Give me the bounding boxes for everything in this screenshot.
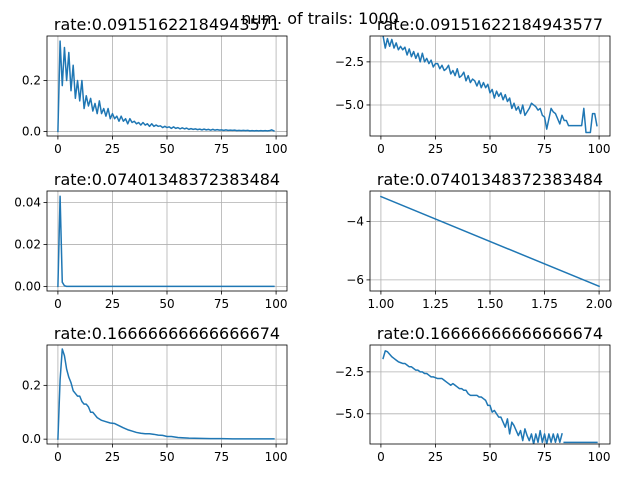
y-tick-label: −4 — [346, 214, 364, 228]
x-tick-label: 25 — [105, 450, 120, 464]
x-tick-label: 2.00 — [586, 297, 613, 311]
subplot-6: 0 25 50 75 100 −2.5 −5.0 rate:0.166666666666666… — [335, 324, 611, 464]
y-tick-label: 0.2 — [22, 74, 41, 88]
x-tick-label: 25 — [105, 142, 120, 156]
x-tick-label: 75 — [214, 450, 229, 464]
x-tick-label: 75 — [214, 297, 229, 311]
y-tick-label: −6 — [346, 273, 364, 287]
series-line — [382, 36, 598, 134]
x-tick-label: 25 — [428, 450, 443, 464]
x-tick-label: 25 — [428, 142, 443, 156]
series-line — [57, 40, 275, 133]
x-tick-label: 0 — [377, 450, 385, 464]
subplot-grid: 0 25 50 75 100 0.0 0.2 rate:0.09151622184943571… — [14, 15, 612, 464]
subplot-4: 1.00 1.25 1.50 1.75 2.00 −4 −6 rate:0.074013483… — [346, 170, 612, 311]
series-line — [379, 195, 601, 288]
x-tick-label: 50 — [159, 450, 174, 464]
subplot-title: rate:0.09151622184943577 — [377, 15, 603, 34]
x-tick-label: 0 — [54, 142, 62, 156]
x-tick-label: 75 — [537, 450, 552, 464]
y-tick-label: −2.5 — [335, 365, 364, 379]
x-tick-label: 0 — [377, 142, 385, 156]
subplot-title: rate:0.07401348372383484 — [54, 170, 280, 189]
y-tick-label: 0.0 — [22, 432, 41, 446]
x-tick-label: 100 — [265, 450, 288, 464]
subplot-3: 0 25 50 75 100 0.00 0.02 0.04 rate:0.07401348372… — [14, 170, 287, 311]
figure-suptitle: num. of trails: 1000 — [241, 9, 399, 28]
x-tick-label: 75 — [214, 142, 229, 156]
x-tick-label: 0 — [54, 297, 62, 311]
x-tick-label: 1.75 — [531, 297, 558, 311]
y-tick-label: 0.02 — [14, 237, 41, 251]
y-tick-label: 0.2 — [22, 378, 41, 392]
subplot-5: 0 25 50 75 100 0.0 0.2 rate:0.16666666666666674 — [22, 324, 288, 464]
series-line — [57, 348, 275, 440]
subplot-title: rate:0.16666666666666674 — [377, 324, 603, 343]
y-tick-label: 0.04 — [14, 196, 41, 210]
x-tick-label: 100 — [265, 297, 288, 311]
subplot-title: rate:0.16666666666666674 — [54, 324, 280, 343]
y-tick-label: 0.00 — [14, 279, 41, 293]
series-line — [57, 195, 275, 288]
y-tick-label: −5.0 — [335, 98, 364, 112]
x-tick-label: 100 — [588, 450, 611, 464]
x-tick-label: 75 — [537, 142, 552, 156]
x-tick-label: 50 — [482, 450, 497, 464]
y-tick-label: −5.0 — [335, 407, 364, 421]
x-tick-label: 1.25 — [422, 297, 449, 311]
x-tick-label: 50 — [482, 142, 497, 156]
x-tick-label: 100 — [588, 142, 611, 156]
subplot-1: 0 25 50 75 100 0.0 0.2 rate:0.09151622184943571 — [22, 15, 288, 156]
subplot-title: rate:0.09151622184943571 — [54, 15, 280, 34]
y-tick-label: 0.0 — [22, 124, 41, 138]
x-tick-label: 1.00 — [368, 297, 395, 311]
x-tick-label: 100 — [265, 142, 288, 156]
x-tick-label: 1.50 — [477, 297, 504, 311]
subplot-2: 0 25 50 75 100 −2.5 −5.0 rate:0.091516221849435… — [335, 15, 611, 156]
x-tick-label: 0 — [54, 450, 62, 464]
subplot-title: rate:0.07401348372383484 — [377, 170, 603, 189]
x-tick-label: 50 — [159, 142, 174, 156]
y-tick-label: −2.5 — [335, 55, 364, 69]
series-line — [382, 350, 563, 444]
x-tick-label: 25 — [105, 297, 120, 311]
x-tick-label: 50 — [159, 297, 174, 311]
